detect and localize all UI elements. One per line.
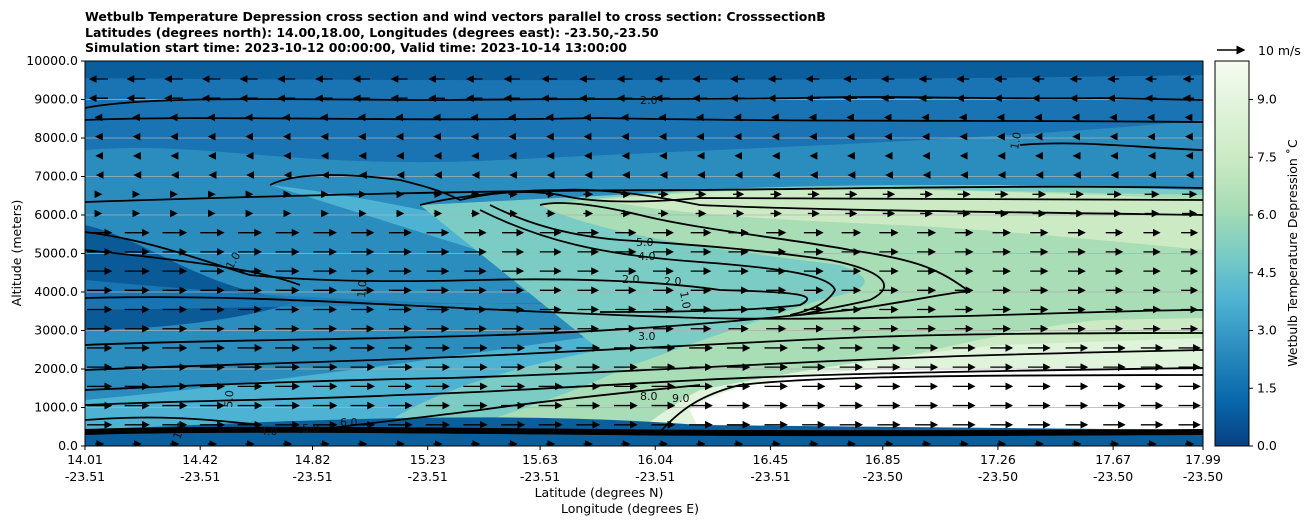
x-tick-label-lon: -23.51 (750, 469, 790, 484)
x-tick-label-lat: 15.63 (522, 452, 558, 467)
contour-lines (85, 96, 1203, 437)
title-line-1: Wetbulb Temperature Depression cross sec… (85, 9, 826, 24)
x-axis-label-lat: Latitude (degrees N) (535, 485, 664, 500)
y-tick-label: 2000.0 (34, 361, 78, 376)
contour-label-3: 3.0 (638, 330, 656, 343)
wind-vectors (87, 75, 1201, 446)
contour-label-5c: 5.0 (302, 422, 320, 435)
x-tick-label-lat: 14.01 (67, 452, 103, 467)
y-tick-label: 8000.0 (34, 130, 78, 145)
colorbar (1214, 60, 1250, 447)
x-tick-label-lon: -23.51 (180, 469, 220, 484)
colorbar-tick-label: 0.0 (1257, 438, 1277, 453)
chart-title: Wetbulb Temperature Depression cross sec… (85, 9, 826, 56)
y-tick-label: 10000.0 (26, 53, 78, 68)
x-tick-label-lat: 16.04 (637, 452, 673, 467)
y-tick-label: 9000.0 (34, 92, 78, 107)
colorbar-tick-label: 7.5 (1257, 149, 1277, 164)
y-tick-label: 7000.0 (34, 169, 78, 184)
quiver-key-label: 10 m/s (1258, 43, 1301, 58)
y-tick-label: 0.0 (58, 438, 78, 453)
contour-label-2: 2.0 (640, 94, 658, 107)
x-tick-label-lon: -23.51 (635, 469, 675, 484)
x-tick-label-lat: 14.42 (182, 452, 218, 467)
colorbar-label: Wetbulb Temperature Depression ˚C (1285, 139, 1300, 367)
x-tick-label-lon: -23.51 (292, 469, 332, 484)
contour-label-8: 8.0 (640, 390, 658, 403)
contour-label-4: 4.0 (638, 250, 656, 263)
y-axis-label: Altitude (meters) (9, 200, 24, 307)
x-tick-label-lon: -23.51 (408, 469, 448, 484)
x-tick-label-lon: -23.50 (1183, 469, 1223, 484)
colorbar-ticks: 0.0 1.5 3.0 4.5 6.0 7.5 9.0 (1249, 92, 1277, 453)
x-tick-label-lat: 17.26 (980, 452, 1016, 467)
contour-label-1b: 1.0 (677, 290, 693, 309)
contour-label-2c: 2.0 (664, 275, 682, 288)
colorbar-tick-label: 1.5 (1257, 380, 1277, 395)
colorbar-tick-label: 3.0 (1257, 323, 1277, 338)
colorbar-tick-label: 4.5 (1257, 265, 1277, 280)
x-tick-label-lat: 14.82 (295, 452, 331, 467)
title-line-2: Latitudes (degrees north): 14.00,18.00, … (85, 24, 659, 40)
x-tick-label-lon: -23.50 (978, 469, 1018, 484)
x-tick-label-lon: -23.50 (1093, 469, 1133, 484)
x-tick-label-lon: -23.51 (65, 469, 105, 484)
contour-label-6: 6.0 (340, 416, 358, 429)
colorbar-tick-label: 6.0 (1257, 207, 1277, 222)
y-axis: 0.0 1000.0 2000.0 3000.0 4000.0 5000.0 6000.0 7… (26, 53, 85, 453)
contour-label-2b: 2.0 (622, 273, 640, 286)
y-tick-label: 3000.0 (34, 323, 78, 338)
contour-label-1c: 1.0 (355, 280, 369, 299)
contour-label-5: 5.0 (636, 236, 654, 249)
x-tick-label-lat: 17.67 (1095, 452, 1131, 467)
contour-label-1: 1.0 (1008, 131, 1024, 150)
contour-label-5b: 5.0 (222, 390, 236, 409)
x-tick-label-lat: 16.85 (865, 452, 901, 467)
y-tick-label: 1000.0 (34, 400, 78, 415)
x-tick-label-lat: 15.23 (410, 452, 446, 467)
y-tick-label: 5000.0 (34, 246, 78, 261)
x-axis: 14.01 -23.51 14.42 -23.51 14.82 -23.51 15.23 -2… (65, 446, 1223, 484)
title-line-3: Simulation start time: 2023-10-12 00:00:… (85, 40, 627, 55)
x-tick-label-lon: -23.51 (520, 469, 560, 484)
y-tick-label: 4000.0 (34, 284, 78, 299)
colorbar-tick-label: 9.0 (1257, 92, 1277, 107)
x-tick-label-lon: -23.50 (863, 469, 903, 484)
x-tick-label-lat: 16.45 (753, 452, 789, 467)
x-axis-label-lon: Longitude (degrees E) (561, 501, 699, 516)
y-tick-label: 6000.0 (34, 207, 78, 222)
contour-label-4b: 4.0 (260, 425, 278, 438)
x-tick-label-lat: 17.99 (1185, 452, 1221, 467)
contour-label-9: 9.0 (672, 392, 690, 405)
